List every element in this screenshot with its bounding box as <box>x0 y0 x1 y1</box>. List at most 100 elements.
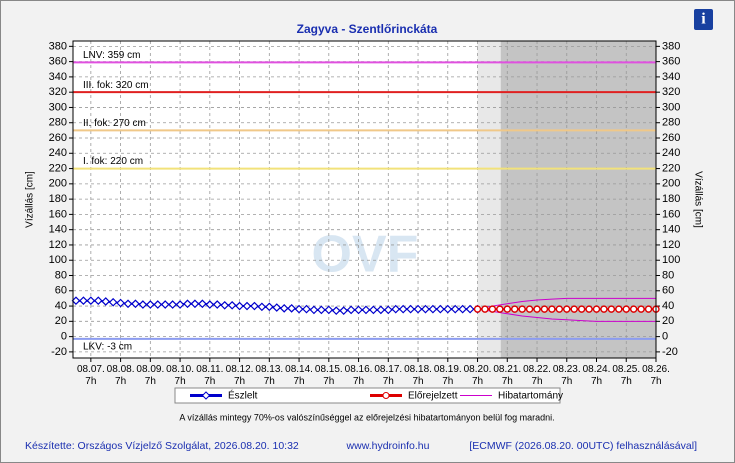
observed-point <box>93 296 103 306</box>
observed-point <box>138 300 148 309</box>
info-button[interactable]: i <box>694 9 713 30</box>
x-tick-label: 08.21. 7h <box>493 364 521 387</box>
forecast-point <box>622 305 630 313</box>
observed-point <box>465 304 475 314</box>
observed-point <box>302 304 311 314</box>
observed-point <box>346 305 356 315</box>
observed-point <box>428 304 438 314</box>
info-icon[interactable]: i <box>701 11 706 28</box>
observed-point <box>391 304 401 314</box>
x-tick-label: 08.08. 7h <box>107 364 135 387</box>
y2-tick-label: 20 <box>662 315 674 327</box>
forecast-point <box>540 305 549 313</box>
observed-point <box>279 304 289 313</box>
forecast-point <box>481 305 489 313</box>
forecast-point <box>563 305 571 313</box>
observed-point <box>331 306 341 315</box>
y2-tick-label: 300 <box>662 101 680 113</box>
observed-point <box>383 305 393 315</box>
observed-point <box>287 304 296 313</box>
y2-tick-label: 360 <box>662 56 680 68</box>
forecast-point <box>607 305 616 313</box>
y-tick-label: 100 <box>49 254 67 266</box>
x-tick-label: 08.12. 7h <box>226 364 254 387</box>
x-tick-label: 08.17. 7h <box>374 364 402 387</box>
x-tick-label: 08.23. 7h <box>553 364 581 387</box>
observed-point <box>220 300 230 310</box>
observed-point <box>257 302 267 312</box>
x-tick-label: 08.19. 7h <box>434 364 462 387</box>
threshold-label: LNV: 359 cm <box>83 50 140 61</box>
observed-point <box>309 305 319 315</box>
observed-point <box>421 304 430 314</box>
observed-point <box>294 304 304 314</box>
forecast-point <box>600 305 608 313</box>
observed-point <box>339 306 349 315</box>
y-tick-label: 200 <box>49 178 67 190</box>
observed-point <box>264 302 274 312</box>
y-tick-label: 300 <box>49 101 67 113</box>
y2-tick-label: 280 <box>662 117 680 129</box>
error-band-lower <box>477 308 656 322</box>
observed-point <box>131 299 140 309</box>
y-tick-label: 60 <box>55 285 67 297</box>
y-tick-label: 280 <box>49 117 67 129</box>
y2-tick-label: 260 <box>662 132 680 144</box>
observed-point <box>71 296 81 306</box>
y2-tick-label: 320 <box>662 86 680 98</box>
threshold-label: I. fok: 220 cm <box>83 156 143 167</box>
forecast-point <box>518 305 526 313</box>
x-tick-label: 08.20. 7h <box>464 364 492 387</box>
observed-point <box>183 299 192 309</box>
legend-marker <box>201 391 211 400</box>
forecast-point <box>511 305 519 313</box>
y-tick-label: 360 <box>49 56 67 68</box>
observed-point <box>413 304 423 314</box>
y-tick-label: 140 <box>49 224 67 236</box>
observed-point <box>108 297 118 307</box>
y-tick-label: 320 <box>49 86 67 98</box>
y2-tick-label: 0 <box>662 331 668 343</box>
observed-point <box>443 304 453 314</box>
observed-point <box>116 298 125 308</box>
threshold-label: III. fok: 320 cm <box>83 80 149 91</box>
y-tick-label: 0 <box>61 331 67 343</box>
x-tick-label: 08.14. 7h <box>285 364 313 387</box>
observed-point <box>86 296 96 306</box>
observed-point <box>398 304 408 314</box>
observed-point <box>250 301 259 311</box>
forecast-point <box>585 305 593 313</box>
legend-label: Észlelt <box>228 389 258 402</box>
y2-tick-label: 340 <box>662 71 680 83</box>
y2-tick-label: 80 <box>662 269 674 281</box>
forecast-point <box>496 305 504 313</box>
y2-tick-label: 380 <box>662 40 680 52</box>
observed-point <box>123 299 133 309</box>
x-tick-label: 08.10. 7h <box>166 364 194 387</box>
observed-point <box>376 305 386 315</box>
observed-point <box>227 300 237 310</box>
y-tick-label: 80 <box>55 269 67 281</box>
forecast-point <box>525 305 534 313</box>
note: A vízállás mintegy 70%-os valószínűségge… <box>179 412 554 422</box>
x-tick-label: 08.22. 7h <box>523 364 551 387</box>
y-tick-label: 260 <box>49 132 67 144</box>
info-icon-bg[interactable] <box>694 9 713 30</box>
observed-point <box>198 299 207 309</box>
y-tick-label: 380 <box>49 40 67 52</box>
forecast-point <box>615 305 623 313</box>
observed-point <box>436 304 445 314</box>
legend-marker <box>382 392 390 399</box>
y2-tick-label: 40 <box>662 300 674 312</box>
y2-tick-label: 140 <box>662 224 680 236</box>
observed-point <box>205 300 215 309</box>
observed-point <box>190 299 200 309</box>
y2-tick-label: 220 <box>662 162 680 174</box>
forecast-point <box>555 305 564 313</box>
threshold-label: LKV: -3 cm <box>83 342 132 353</box>
y-tick-label: 20 <box>55 315 67 327</box>
observed-point <box>242 301 252 311</box>
x-tick-label: 08.11. 7h <box>196 364 223 387</box>
